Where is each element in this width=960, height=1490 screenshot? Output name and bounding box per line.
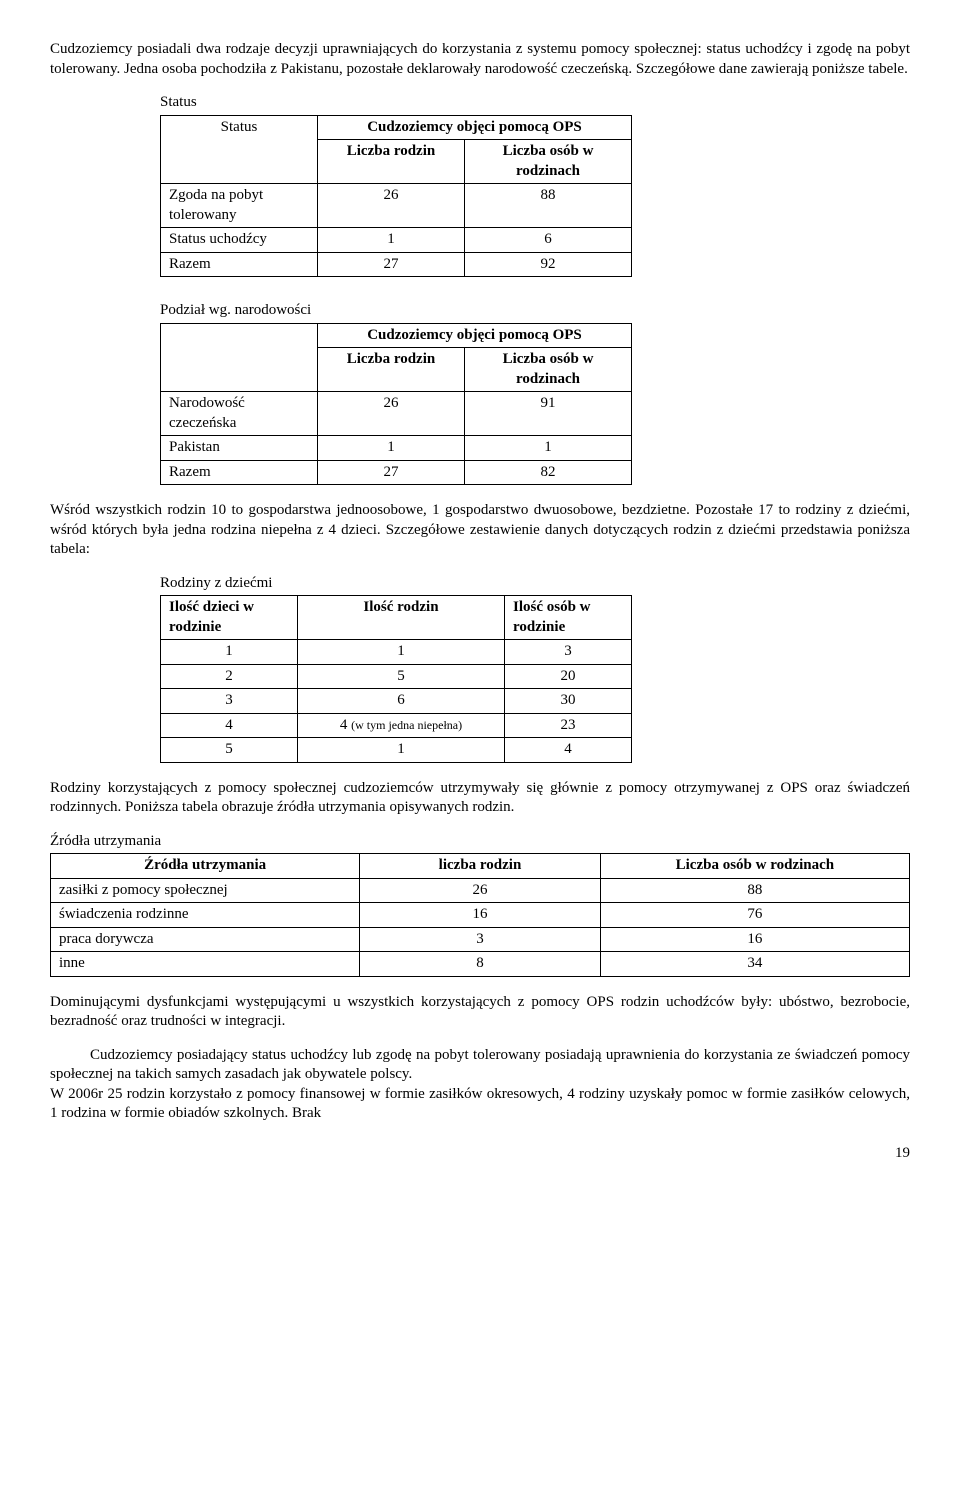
- cell: 3: [360, 927, 601, 952]
- cell: 3: [161, 689, 298, 714]
- table-children: Ilość dzieci w rodzinie Ilość rodzin Ilo…: [160, 595, 632, 763]
- cell: Narodowość czeczeńska: [161, 392, 318, 436]
- th: Źródła utrzymania: [51, 854, 360, 879]
- table-row: inne 8 34: [51, 952, 910, 977]
- paragraph-body: Wśród wszystkich rodzin 10 to gospodarst…: [50, 501, 910, 560]
- cell: 26: [318, 392, 465, 436]
- th: Ilość rodzin: [298, 596, 505, 640]
- th: Ilość dzieci w rodzinie: [161, 596, 298, 640]
- th-col2: Liczba osób w rodzinach: [465, 140, 632, 184]
- th: Liczba osób w rodzinach: [600, 854, 909, 879]
- cell: Razem: [161, 252, 318, 277]
- paragraph-body: Rodziny korzystających z pomocy społeczn…: [50, 779, 910, 818]
- cell: 88: [465, 184, 632, 228]
- cell: inne: [51, 952, 360, 977]
- cell: Zgoda na pobyt tolerowany: [161, 184, 318, 228]
- table-status: Status Cudzoziemcy objęci pomocą OPS Lic…: [160, 115, 632, 278]
- cell: 5: [161, 738, 298, 763]
- table-row: 1 1 3: [161, 640, 632, 665]
- cell: 6: [465, 228, 632, 253]
- cell: Pakistan: [161, 436, 318, 461]
- th-blank: [161, 323, 318, 392]
- th-ops: Cudzoziemcy objęci pomocą OPS: [318, 323, 632, 348]
- table-row: Razem 27 82: [161, 460, 632, 485]
- cell: 1: [298, 640, 505, 665]
- cell: 91: [465, 392, 632, 436]
- cell: 20: [505, 664, 632, 689]
- table3-caption: Rodziny z dziećmi: [160, 574, 910, 594]
- cell: 4 (w tym jedna niepełna): [298, 713, 505, 738]
- table-row: świadczenia rodzinne 16 76: [51, 903, 910, 928]
- cell: 23: [505, 713, 632, 738]
- table-row: zasiłki z pomocy społecznej 26 88: [51, 878, 910, 903]
- th-col2: Liczba osób w rodzinach: [465, 348, 632, 392]
- table-row: 5 1 4: [161, 738, 632, 763]
- table-row: Razem 27 92: [161, 252, 632, 277]
- cell: 16: [360, 903, 601, 928]
- paragraph-intro: Cudzoziemcy posiadali dwa rodzaje decyzj…: [50, 40, 910, 79]
- cell: 27: [318, 460, 465, 485]
- paragraph-body: Cudzoziemcy posiadający status uchodźcy …: [50, 1046, 910, 1085]
- th: liczba rodzin: [360, 854, 601, 879]
- table-nationality: Cudzoziemcy objęci pomocą OPS Liczba rod…: [160, 323, 632, 486]
- cell: 1: [318, 436, 465, 461]
- th-col1: Liczba rodzin: [318, 140, 465, 184]
- th-ops: Cudzoziemcy objęci pomocą OPS: [318, 115, 632, 140]
- cell: 26: [318, 184, 465, 228]
- cell: 27: [318, 252, 465, 277]
- cell: 6: [298, 689, 505, 714]
- table-row: Pakistan 1 1: [161, 436, 632, 461]
- table4-caption: Źródła utrzymania: [50, 832, 910, 852]
- cell: 5: [298, 664, 505, 689]
- cell: 76: [600, 903, 909, 928]
- cell: 34: [600, 952, 909, 977]
- th-status: Status: [161, 115, 318, 184]
- table-row: 2 5 20: [161, 664, 632, 689]
- table-row: 4 4 (w tym jedna niepełna) 23: [161, 713, 632, 738]
- cell: 1: [161, 640, 298, 665]
- cell: 8: [360, 952, 601, 977]
- cell: praca dorywcza: [51, 927, 360, 952]
- cell: 4: [161, 713, 298, 738]
- table-row: Zgoda na pobyt tolerowany 26 88: [161, 184, 632, 228]
- paragraph-body: W 2006r 25 rodzin korzystało z pomocy fi…: [50, 1085, 910, 1124]
- cell-part: 4: [340, 717, 351, 733]
- cell: Status uchodźcy: [161, 228, 318, 253]
- table1-caption: Status: [160, 93, 910, 113]
- cell: 2: [161, 664, 298, 689]
- cell: 92: [465, 252, 632, 277]
- table-row: Narodowość czeczeńska 26 91: [161, 392, 632, 436]
- cell: 16: [600, 927, 909, 952]
- cell: 1: [318, 228, 465, 253]
- table-income: Źródła utrzymania liczba rodzin Liczba o…: [50, 853, 910, 977]
- cell: 82: [465, 460, 632, 485]
- page-number: 19: [50, 1144, 910, 1164]
- table-row: Status uchodźcy 1 6: [161, 228, 632, 253]
- cell: Razem: [161, 460, 318, 485]
- cell: zasiłki z pomocy społecznej: [51, 878, 360, 903]
- table-row: 3 6 30: [161, 689, 632, 714]
- cell: 1: [465, 436, 632, 461]
- th-col1: Liczba rodzin: [318, 348, 465, 392]
- cell-note: (w tym jedna niepełna): [351, 718, 462, 732]
- cell: 4: [505, 738, 632, 763]
- paragraph-body: Dominującymi dysfunkcjami występującymi …: [50, 993, 910, 1032]
- table-row: praca dorywcza 3 16: [51, 927, 910, 952]
- cell: 3: [505, 640, 632, 665]
- cell: świadczenia rodzinne: [51, 903, 360, 928]
- table2-caption: Podział wg. narodowości: [160, 301, 910, 321]
- cell: 26: [360, 878, 601, 903]
- cell: 88: [600, 878, 909, 903]
- cell: 1: [298, 738, 505, 763]
- th: Ilość osób w rodzinie: [505, 596, 632, 640]
- cell: 30: [505, 689, 632, 714]
